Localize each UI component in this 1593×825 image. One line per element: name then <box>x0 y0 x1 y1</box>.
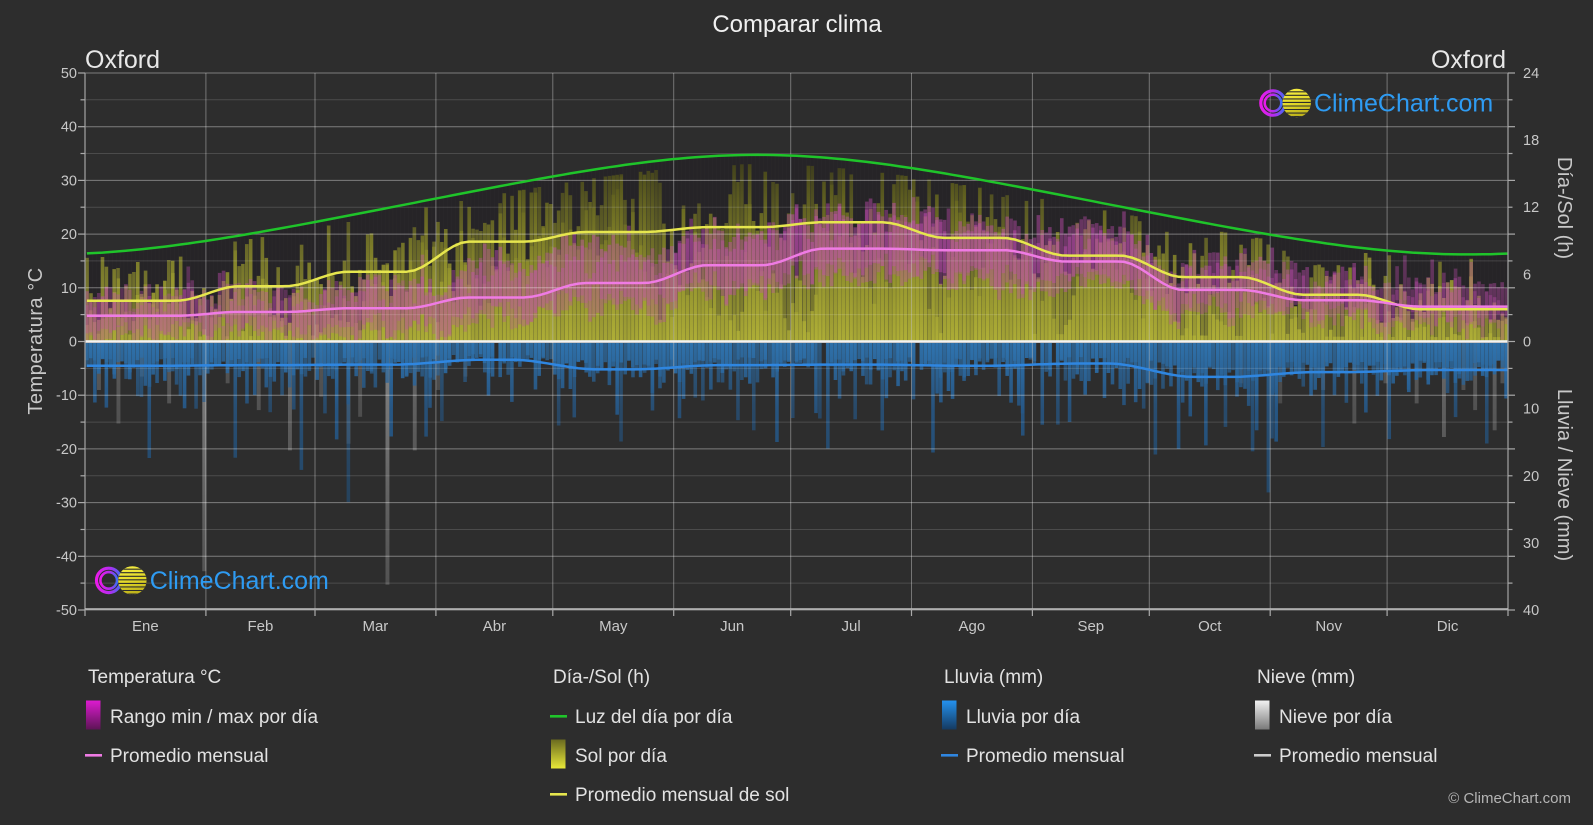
svg-text:Jul: Jul <box>842 618 861 635</box>
svg-text:Ene: Ene <box>132 618 159 635</box>
svg-text:20: 20 <box>1523 469 1539 485</box>
svg-text:Temperatura °C: Temperatura °C <box>88 667 221 688</box>
svg-text:12: 12 <box>1523 200 1539 216</box>
svg-text:24: 24 <box>1523 66 1539 82</box>
svg-text:Oxford: Oxford <box>85 46 160 74</box>
svg-text:40: 40 <box>1523 603 1539 619</box>
svg-text:-20: -20 <box>56 442 77 458</box>
svg-text:Temperatura °C: Temperatura °C <box>25 267 47 414</box>
svg-text:-30: -30 <box>56 496 77 512</box>
svg-text:Lluvia por día: Lluvia por día <box>966 707 1081 728</box>
svg-text:Mar: Mar <box>362 618 388 635</box>
svg-text:Dic: Dic <box>1437 618 1459 635</box>
svg-text:Día-/Sol (h): Día-/Sol (h) <box>553 667 650 688</box>
svg-text:Feb: Feb <box>247 618 273 635</box>
svg-text:Promedio mensual: Promedio mensual <box>110 746 268 767</box>
svg-text:Luz del día por día: Luz del día por día <box>575 707 733 728</box>
svg-text:Sep: Sep <box>1077 618 1104 635</box>
svg-text:0: 0 <box>1523 335 1531 351</box>
svg-text:Comparar clima: Comparar clima <box>712 11 882 38</box>
svg-text:-40: -40 <box>56 549 77 565</box>
svg-text:Jun: Jun <box>720 618 744 635</box>
svg-text:Nieve (mm): Nieve (mm) <box>1257 667 1355 688</box>
svg-text:Ago: Ago <box>959 618 986 635</box>
svg-text:6: 6 <box>1523 267 1531 283</box>
svg-text:Nov: Nov <box>1315 618 1342 635</box>
svg-text:-10: -10 <box>56 388 77 404</box>
svg-text:Nieve por día: Nieve por día <box>1279 707 1392 728</box>
svg-text:ClimeChart.com: ClimeChart.com <box>1314 90 1493 118</box>
svg-text:Oxford: Oxford <box>1431 46 1506 74</box>
svg-text:May: May <box>599 618 628 635</box>
svg-text:20: 20 <box>61 227 77 243</box>
svg-text:0: 0 <box>69 335 77 351</box>
svg-text:10: 10 <box>61 281 77 297</box>
svg-text:Lluvia / Nieve (mm): Lluvia / Nieve (mm) <box>1553 389 1575 561</box>
svg-text:Día-/Sol (h): Día-/Sol (h) <box>1553 157 1575 259</box>
svg-text:40: 40 <box>61 120 77 136</box>
svg-text:© ClimeChart.com: © ClimeChart.com <box>1448 790 1571 807</box>
svg-text:ClimeChart.com: ClimeChart.com <box>150 567 329 595</box>
svg-text:Promedio mensual: Promedio mensual <box>966 746 1124 767</box>
svg-text:-50: -50 <box>56 603 77 619</box>
svg-text:Lluvia (mm): Lluvia (mm) <box>944 667 1043 688</box>
svg-text:30: 30 <box>61 173 77 189</box>
svg-text:Sol por día: Sol por día <box>575 746 667 767</box>
svg-text:Abr: Abr <box>483 618 506 635</box>
svg-text:Rango min / max por día: Rango min / max por día <box>110 707 318 728</box>
svg-text:30: 30 <box>1523 536 1539 552</box>
svg-text:50: 50 <box>61 66 77 82</box>
svg-text:18: 18 <box>1523 133 1539 149</box>
svg-text:10: 10 <box>1523 402 1539 418</box>
svg-text:Promedio mensual de sol: Promedio mensual de sol <box>575 785 789 806</box>
svg-text:Oct: Oct <box>1198 618 1222 635</box>
svg-text:Promedio mensual: Promedio mensual <box>1279 746 1437 767</box>
